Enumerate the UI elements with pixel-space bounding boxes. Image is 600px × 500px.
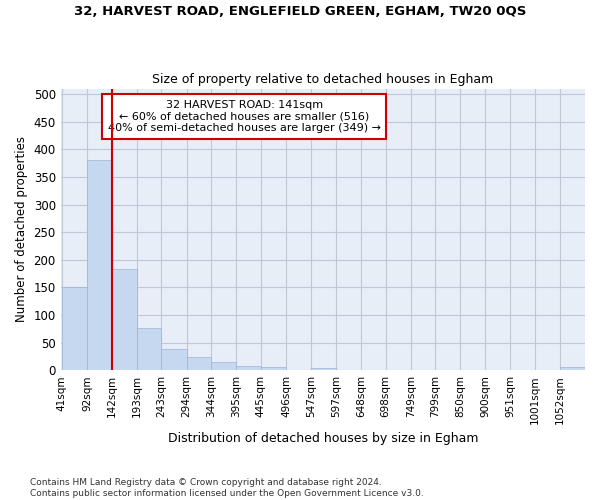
Bar [62, 288, 87, 370]
Bar [87, 160, 112, 370]
Title: Size of property relative to detached houses in Egham: Size of property relative to detached ho… [152, 73, 493, 86]
Bar [261, 368, 286, 370]
Bar [560, 368, 585, 370]
Text: 32, HARVEST ROAD, ENGLEFIELD GREEN, EGHAM, TW20 0QS: 32, HARVEST ROAD, ENGLEFIELD GREEN, EGHA… [74, 5, 526, 18]
Bar [236, 366, 261, 370]
Text: Contains HM Land Registry data © Crown copyright and database right 2024.
Contai: Contains HM Land Registry data © Crown c… [30, 478, 424, 498]
Bar [311, 368, 336, 370]
Bar [137, 328, 161, 370]
X-axis label: Distribution of detached houses by size in Egham: Distribution of detached houses by size … [167, 432, 478, 445]
Bar [187, 357, 211, 370]
Text: 32 HARVEST ROAD: 141sqm
← 60% of detached houses are smaller (516)
40% of semi-d: 32 HARVEST ROAD: 141sqm ← 60% of detache… [107, 100, 380, 133]
Bar [211, 362, 236, 370]
Bar [112, 269, 137, 370]
Y-axis label: Number of detached properties: Number of detached properties [15, 136, 28, 322]
Bar [161, 349, 187, 370]
